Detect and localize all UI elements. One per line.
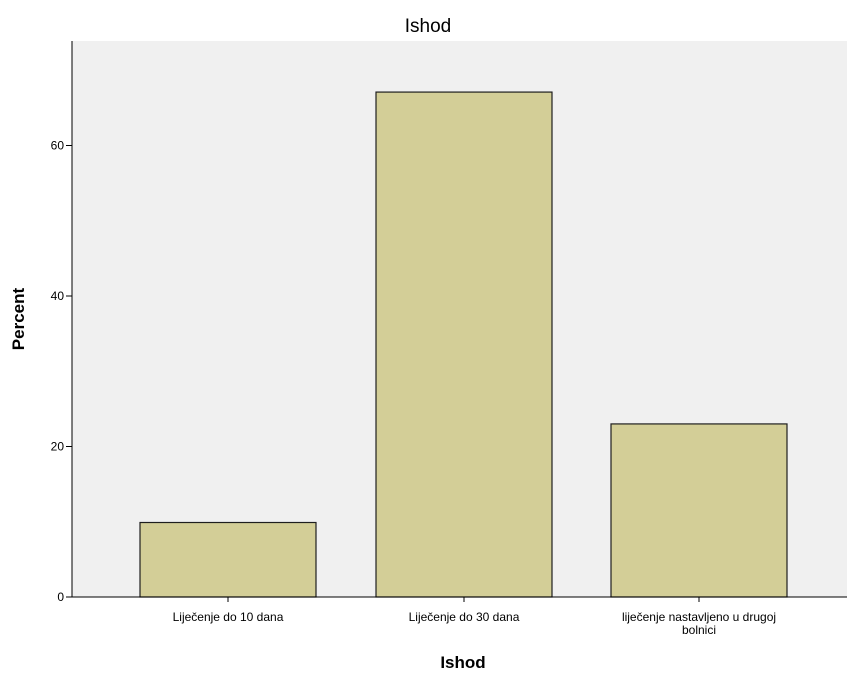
y-axis-title: Percent	[9, 287, 28, 350]
chart-title: Ishod	[405, 16, 451, 37]
y-tick-label: 60	[51, 139, 65, 153]
x-tick-label: Liječenje do 10 dana	[173, 610, 284, 624]
y-tick-label: 0	[57, 590, 64, 604]
x-axis-title: Ishod	[440, 653, 485, 672]
x-tick-label: liječenje nastavljeno u drugoj bolnici	[622, 610, 776, 637]
bar-2	[375, 91, 553, 598]
x-tick-label: Liječenje do 30 dana	[409, 610, 520, 624]
bar-3	[610, 423, 788, 598]
bar-1	[139, 521, 317, 598]
y-tick-label: 40	[51, 289, 65, 303]
y-tick-label: 20	[51, 440, 65, 454]
